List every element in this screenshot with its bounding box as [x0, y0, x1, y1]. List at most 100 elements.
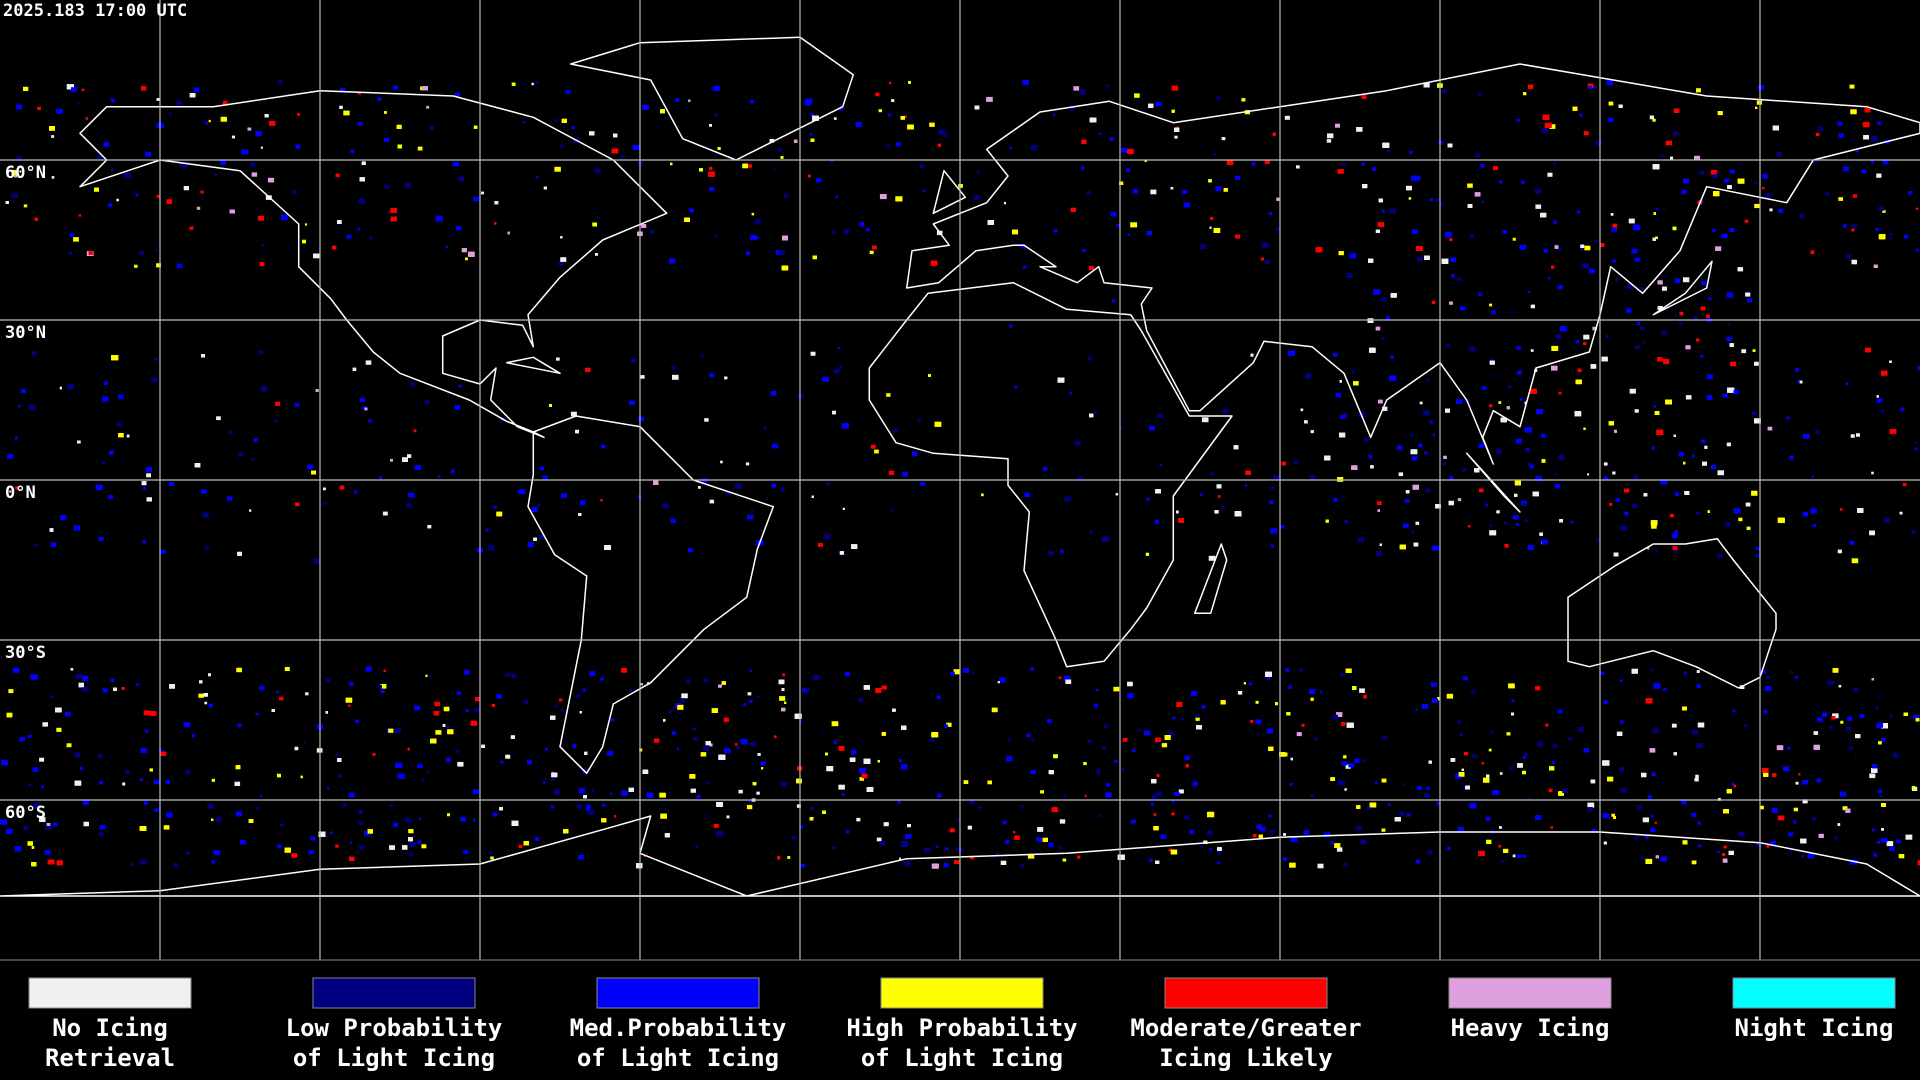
icing-pixel	[1105, 792, 1112, 798]
icing-pixel	[1269, 212, 1273, 215]
icing-pixel	[1856, 433, 1860, 437]
icing-pixel	[88, 251, 93, 255]
icing-pixel	[307, 464, 314, 470]
icing-pixel	[1612, 259, 1616, 263]
icing-pixel	[1268, 814, 1272, 818]
icing-pixel	[384, 111, 387, 114]
icing-pixel	[505, 673, 511, 677]
icing-pixel	[1109, 137, 1114, 141]
icing-pixel	[435, 730, 442, 735]
icing-pixel	[169, 481, 174, 486]
icing-pixel	[5, 201, 9, 204]
icing-pixel	[1653, 212, 1656, 215]
icing-pixel	[1161, 743, 1168, 748]
icing-pixel	[1121, 148, 1128, 153]
icing-pixel	[1881, 737, 1886, 742]
icing-pixel	[712, 85, 720, 91]
icing-pixel	[1492, 374, 1495, 377]
icing-pixel	[585, 367, 591, 372]
icing-pixel	[1544, 122, 1552, 128]
icing-pixel	[1311, 794, 1314, 797]
icing-pixel	[1674, 548, 1677, 552]
icing-pixel	[1428, 760, 1432, 764]
icing-pixel	[264, 114, 269, 118]
icing-pixel	[1829, 725, 1833, 729]
icing-pixel	[39, 757, 45, 762]
icing-pixel	[1738, 831, 1745, 837]
icing-pixel	[1373, 289, 1381, 295]
icing-pixel	[736, 746, 740, 750]
icing-pixel	[874, 449, 879, 454]
icing-pixel	[1368, 258, 1374, 263]
icing-pixel	[816, 178, 822, 183]
icing-pixel	[704, 418, 709, 422]
icing-pixel	[817, 542, 823, 547]
icing-pixel	[1588, 268, 1595, 274]
icing-pixel	[1245, 470, 1251, 475]
icing-pixel	[404, 182, 411, 188]
icing-pixel	[427, 770, 430, 774]
icing-pixel	[716, 802, 723, 807]
icing-pixel	[805, 98, 813, 104]
icing-pixel	[543, 186, 547, 190]
icing-pixel	[1649, 748, 1656, 753]
icing-pixel	[494, 201, 499, 205]
icing-pixel	[1467, 204, 1473, 208]
icing-pixel	[600, 677, 604, 681]
icing-pixel	[1488, 748, 1492, 752]
icing-pixel	[1549, 124, 1556, 129]
icing-pixel	[1878, 694, 1882, 698]
icing-pixel	[1081, 166, 1085, 170]
icing-pixel	[1882, 159, 1889, 165]
icing-pixel	[843, 229, 849, 234]
icing-pixel	[1519, 244, 1526, 250]
icing-pixel	[200, 190, 204, 194]
icing-pixel	[101, 396, 109, 402]
icing-pixel	[1739, 685, 1745, 689]
icing-pixel	[1559, 519, 1563, 523]
icing-pixel	[1082, 249, 1086, 252]
icing-pixel	[297, 113, 300, 116]
icing-pixel	[1491, 310, 1496, 315]
icing-pixel	[1717, 470, 1724, 476]
icing-pixel	[747, 164, 752, 168]
icing-pixel	[1696, 684, 1701, 688]
icing-pixel	[680, 698, 686, 703]
icing-pixel	[1003, 202, 1006, 205]
icing-pixel	[810, 138, 815, 142]
icing-pixel	[154, 808, 159, 812]
icing-pixel	[1522, 854, 1526, 858]
icing-pixel	[902, 472, 908, 477]
icing-pixel	[389, 804, 393, 807]
icing-pixel	[714, 113, 718, 117]
icing-pixel	[1697, 722, 1705, 728]
icing-pixel	[1904, 234, 1909, 239]
icing-pixel	[1152, 794, 1158, 799]
icing-pixel	[1541, 128, 1548, 134]
icing-pixel	[1847, 716, 1853, 721]
icing-pixel	[1508, 683, 1515, 689]
icing-pixel	[1673, 131, 1679, 136]
icing-pixel	[1115, 493, 1119, 496]
icing-pixel	[1916, 207, 1919, 210]
icing-pixel	[1266, 676, 1271, 680]
icing-pixel	[18, 405, 21, 408]
icing-pixel	[260, 146, 263, 149]
icing-pixel	[1480, 164, 1485, 168]
icing-pixel	[621, 790, 628, 796]
icing-pixel	[1802, 780, 1808, 785]
icing-pixel	[870, 444, 876, 449]
icing-pixel	[1457, 498, 1462, 502]
icing-pixel	[1869, 530, 1875, 536]
icing-pixel	[893, 429, 898, 433]
icing-pixel	[1530, 304, 1535, 309]
icing-pixel	[1902, 482, 1907, 487]
icing-pixel	[472, 789, 479, 794]
icing-pixel	[1009, 146, 1012, 150]
icing-pixel	[1629, 388, 1636, 394]
icing-pixel	[1339, 432, 1346, 438]
icing-pixel	[1744, 219, 1749, 223]
icing-pixel	[1156, 792, 1163, 797]
icing-pixel	[1182, 190, 1188, 194]
icing-pixel	[430, 738, 437, 744]
